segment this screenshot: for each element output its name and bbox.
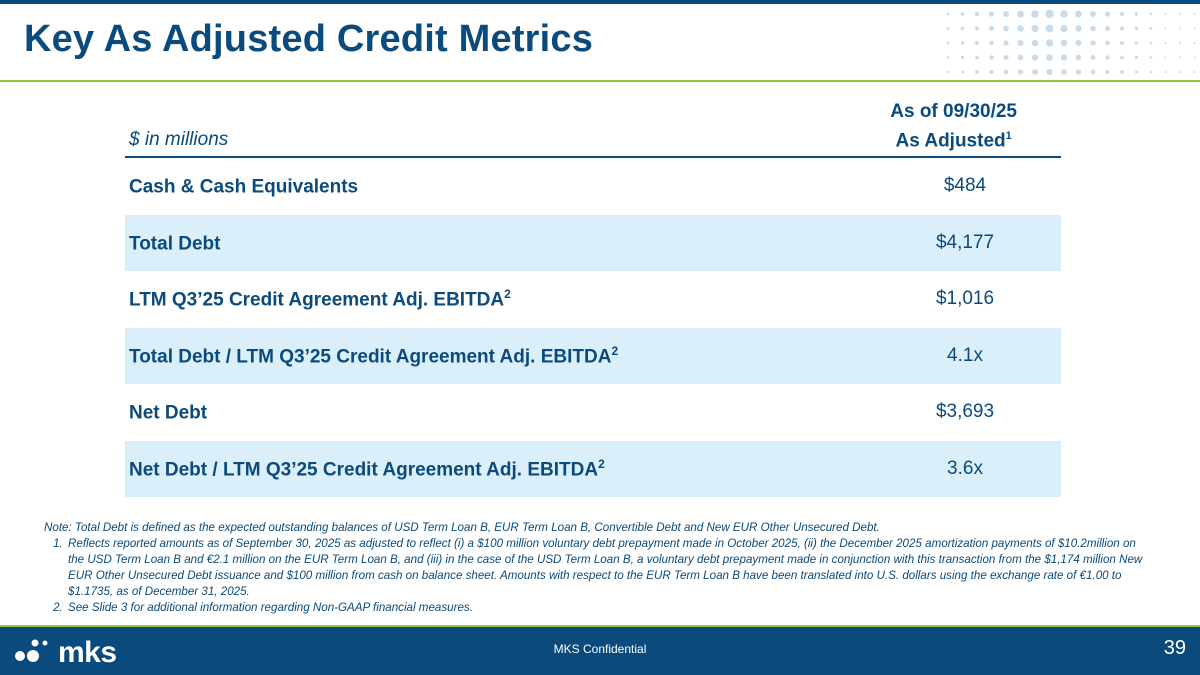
row-label: Total Debt	[129, 232, 221, 254]
row-value: $1,016	[935, 288, 995, 310]
table-row: Cash & Cash Equivalents $484	[125, 158, 1061, 215]
footnotes: Note: Total Debt is defined as the expec…	[44, 520, 1144, 616]
row-value: $484	[943, 175, 987, 197]
row-value: $4,177	[935, 231, 995, 253]
footnote-item: Reflects reported amounts as of Septembe…	[66, 536, 1144, 600]
page-number: 39	[1163, 637, 1186, 659]
decorative-dot-pattern	[946, 9, 1196, 76]
table-header: $ in millions As of 09/30/25 As Adjusted…	[125, 98, 1061, 158]
credit-metrics-table: $ in millions As of 09/30/25 As Adjusted…	[125, 98, 1061, 497]
row-label: Net Debt	[129, 402, 208, 424]
footnote-marker: 1	[1005, 129, 1012, 142]
confidentiality-label: MKS Confidential	[553, 642, 647, 656]
logo-text: mks	[58, 636, 117, 669]
table-row: Total Debt / LTM Q3’25 Credit Agreement …	[125, 327, 1061, 384]
table-row: Net Debt / LTM Q3’25 Credit Agreement Ad…	[125, 440, 1061, 497]
footnote-item: See Slide 3 for additional information r…	[66, 600, 1144, 616]
top-accent-bar	[0, 0, 1200, 4]
mks-logo: mks	[14, 636, 117, 669]
page-title: Key As Adjusted Credit Metrics	[24, 18, 594, 60]
footer-bar: mks MKS Confidential 39	[0, 627, 1200, 675]
column-header: As of 09/30/25 As Adjusted1	[890, 100, 1017, 153]
table-row: LTM Q3’25 Credit Agreement Adj. EBITDA2 …	[125, 271, 1061, 328]
row-label: Cash & Cash Equivalents	[129, 176, 359, 198]
column-header-date: As of 09/30/25	[890, 100, 1017, 122]
logo-dots-icon	[15, 639, 48, 662]
row-value: 3.6x	[947, 457, 983, 479]
row-label: Net Debt / LTM Q3’25 Credit Agreement Ad…	[129, 456, 605, 480]
units-label: $ in millions	[129, 129, 229, 150]
note-intro: Note: Total Debt is defined as the expec…	[44, 521, 880, 534]
column-header-basis: As Adjusted1	[895, 129, 1012, 151]
row-value: 4.1x	[947, 344, 983, 366]
row-label: Total Debt / LTM Q3’25 Credit Agreement …	[129, 343, 619, 367]
footnote-list: Reflects reported amounts as of Septembe…	[44, 536, 1144, 616]
footer-divider	[0, 625, 1200, 627]
row-label: LTM Q3’25 Credit Agreement Adj. EBITDA2	[129, 287, 511, 311]
title-divider	[0, 80, 1200, 82]
table-row: Net Debt $3,693	[125, 384, 1061, 441]
table-row: Total Debt $4,177	[125, 214, 1061, 271]
row-value: $3,693	[935, 401, 995, 423]
